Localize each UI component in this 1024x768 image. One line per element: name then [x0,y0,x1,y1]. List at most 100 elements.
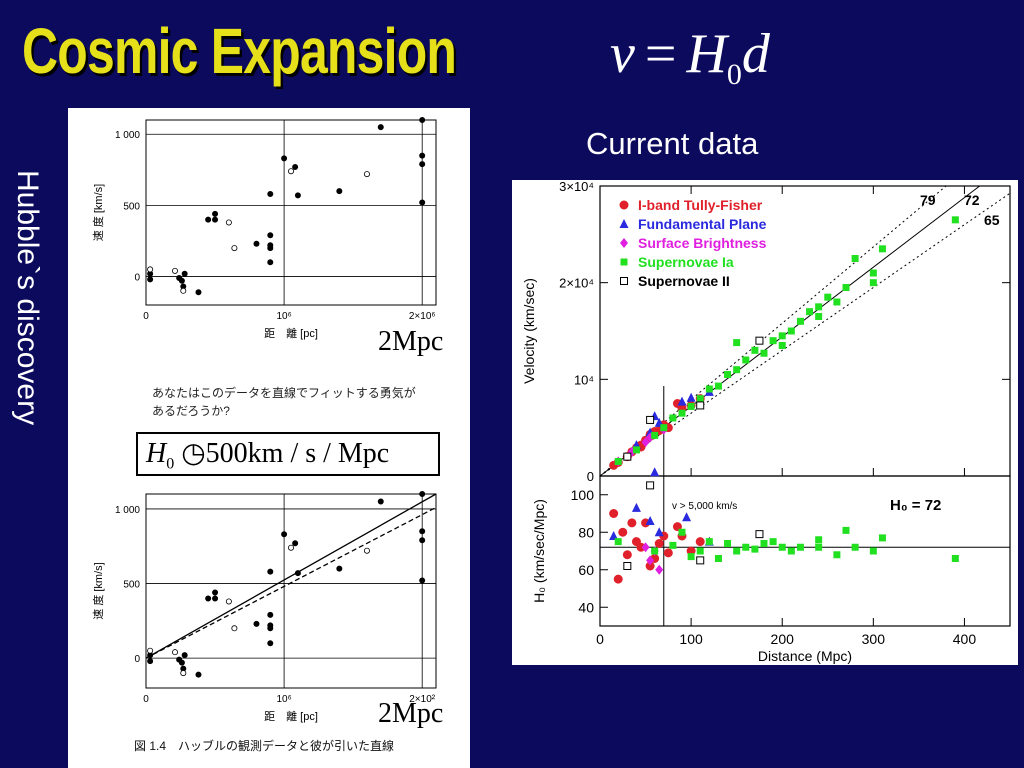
y-tick-label: 10⁴ [574,372,594,387]
hubble-law-formula: v = H0d [610,23,770,92]
data-point [181,270,188,277]
data-point [180,287,187,294]
data-point [231,625,238,632]
data-point-fundamental-plane [654,527,664,537]
data-point [281,531,288,538]
data-point-supernova-ia [678,409,686,417]
data-point [212,216,219,223]
y-tick-label: 60 [578,562,594,578]
data-point-tully-fisher [618,527,628,537]
data-point-surface-brightness [620,238,628,248]
data-point [294,192,301,199]
data-point-fundamental-plane [619,219,629,228]
data-point-supernova-ii [696,556,705,565]
x-tick-label: 10⁶ [276,694,291,705]
slide-title: Cosmic Expansion [22,15,457,87]
data-point-supernova-ia [842,526,850,534]
data-point [267,640,274,647]
japanese-question-line1: あなたはこのデータを直線でフィットする勇気が [152,386,416,400]
data-point-supernova-ii [623,452,632,461]
data-point [178,277,185,284]
data-point-supernova-ia [651,431,659,439]
data-point-supernova-ia [733,547,741,555]
y-axis-label: 速 度 [km/s] [91,184,105,241]
data-point-fundamental-plane [650,467,660,477]
data-point-tully-fisher [695,537,705,547]
data-point-tully-fisher [613,574,623,584]
h0-value-label: H₀ = 72 [890,497,941,514]
data-point-supernova-ia [620,258,628,266]
data-point-supernova-ia [842,284,850,291]
y-tick-label: 80 [578,524,594,540]
h0-plot-frame [599,475,1011,627]
data-point-supernova-ia [696,547,704,555]
y-tick-label: 40 [578,599,594,615]
data-point-supernova-ia [678,528,686,536]
data-point-supernova-ia [778,332,786,340]
legend-entry: Surface Brightness [638,235,767,251]
data-point-fundamental-plane [677,396,687,406]
x-tick-label: 2×10⁶ [409,311,436,322]
data-point [377,498,384,505]
data-point-supernova-ii [755,336,764,345]
data-point [172,649,179,656]
y-tick-label: 1 000 [115,505,140,516]
data-point-supernova-ia [760,349,768,357]
data-point [287,168,294,175]
data-point-supernova-ia [669,414,677,422]
hubble-original-plot: 0 10⁶ 2×10⁶ 0 500 1 000 距 離 [pc] 速 度 [km/s] [91,116,437,340]
x-axis-label: 距 離 [pc] [264,326,318,340]
data-point-supernova-ia [815,543,823,551]
y-tick-label: 3×10⁴ [559,180,594,194]
data-point-supernova-ia [705,385,713,393]
y-axis-label: Velocity (km/sec) [521,278,537,384]
y-tick-label: 1 000 [115,130,140,141]
h0-estimate-box: H0 ◷500km / s / Mpc [136,432,440,476]
data-point-supernova-ia [632,446,640,454]
data-point-supernova-ia [869,279,877,287]
data-point-supernova-ia [824,293,832,301]
data-point [225,598,232,605]
distance-note-top: 2Mpc [378,326,444,357]
data-point-tully-fisher [663,548,673,558]
data-point-supernova-ia [869,269,877,277]
current-data-label: Current data [586,126,759,161]
figure-caption: 図 1.4 ハッブルの観測データと彼が引いた直線 [134,739,395,753]
data-point-supernova-ia [796,543,804,551]
data-point [292,540,299,547]
data-point-supernova-ia [696,395,704,403]
data-point [225,219,232,226]
data-point [253,240,260,247]
data-point-supernova-ia [778,342,786,349]
data-point-supernova-ia [660,424,668,432]
data-point-supernova-ia [833,551,841,559]
data-point-fundamental-plane [631,502,641,512]
data-point-supernova-ia [687,553,695,561]
data-point [419,537,426,544]
data-point-supernova-ia [787,327,795,335]
y-tick-label: 0 [587,469,594,484]
fit-line [145,493,437,659]
data-point [419,116,426,123]
data-point [181,652,188,659]
data-point-fundamental-plane [645,516,655,525]
data-point-surface-brightness [641,437,650,448]
data-point [287,544,294,551]
data-point-supernova-ia [751,545,759,553]
data-point [147,647,154,654]
data-point-tully-fisher [636,542,646,552]
data-point-supernova-ia [806,308,814,316]
data-point [147,276,154,283]
data-point-surface-brightness [655,564,664,575]
data-point-supernova-ia [851,255,859,262]
data-point [336,188,343,195]
data-point-supernova-ia [724,540,732,547]
data-point-supernova-ia [951,555,959,562]
data-point-supernova-ia [651,547,659,555]
data-point-supernova-ia [778,543,786,551]
data-point-supernova-ia [878,245,886,253]
data-point-tully-fisher [654,539,664,548]
clock-icon: ◷ [181,438,206,469]
y-tick-label: 500 [123,580,140,591]
x-tick-label: 200 [771,631,795,647]
